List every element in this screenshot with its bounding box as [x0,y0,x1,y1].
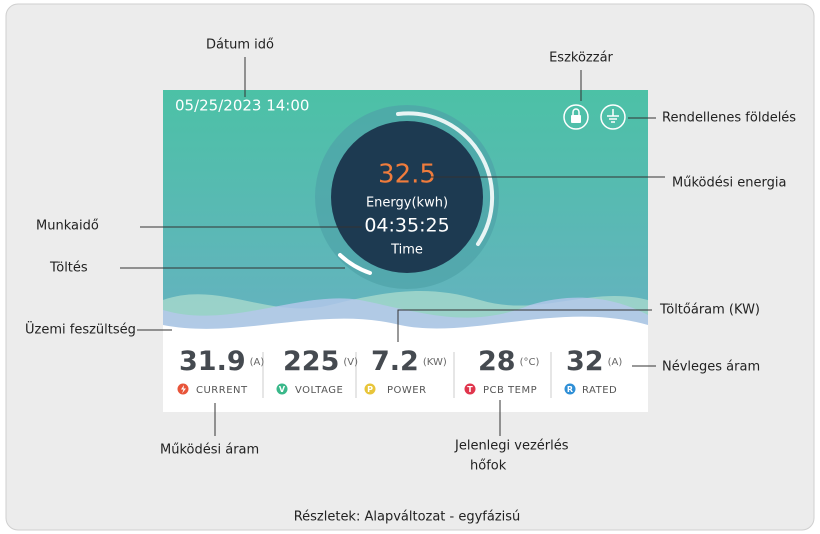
annotation: Jelenlegi vezérlés [454,439,569,454]
lock-body [571,115,581,123]
value: 7.2 [371,346,419,377]
unit: (A) [250,357,265,368]
metric-label: PCB TEMP [483,385,537,396]
icon-letter: R [567,385,573,394]
icon-letter: V [279,385,286,394]
value: 225 [283,346,339,377]
unit: (A) [608,357,623,368]
page: 05/25/2023 14:00 32.5 Energy(kwh) 04:35:… [0,0,820,534]
metric-label: CURRENT [196,385,248,396]
value: 31.9 [179,346,246,377]
unit: (°C) [520,357,540,368]
value: 32 [566,346,604,377]
metric-label: VOLTAGE [295,385,343,396]
energy-value: 32.5 [378,160,436,190]
annotation: Üzemi feszültség [25,321,136,338]
icon-letter: T [467,385,473,394]
annotation: Munkaidő [36,219,99,234]
annotation: Eszközzár [549,51,613,66]
annotation: Töltés [49,261,88,276]
energy-label: Energy(kwh) [366,196,448,211]
time-value: 04:35:25 [364,215,449,237]
metric-label: RATED [582,385,617,396]
annotation: Működési áram [160,443,259,458]
icon-letter: P [367,385,373,394]
annotation: hőfok [470,459,507,474]
metric-label: POWER [387,385,427,396]
annotation: Töltőáram (KW) [659,303,760,318]
time-label: Time [390,243,423,258]
annotation: Rendellenes földelés [662,111,796,126]
datetime: 05/25/2023 14:00 [175,97,309,115]
annotation: Működési energia [672,176,786,191]
unit: (KW) [423,357,447,368]
value: 28 [478,346,516,377]
annotation: Névleges áram [662,360,760,375]
annotation: Dátum idő [206,38,274,53]
unit: (V) [343,357,358,368]
caption: Részletek: Alapváltozat - egyfázisú [294,510,521,525]
screen: 05/25/2023 14:00 32.5 Energy(kwh) 04:35:… [163,90,648,412]
